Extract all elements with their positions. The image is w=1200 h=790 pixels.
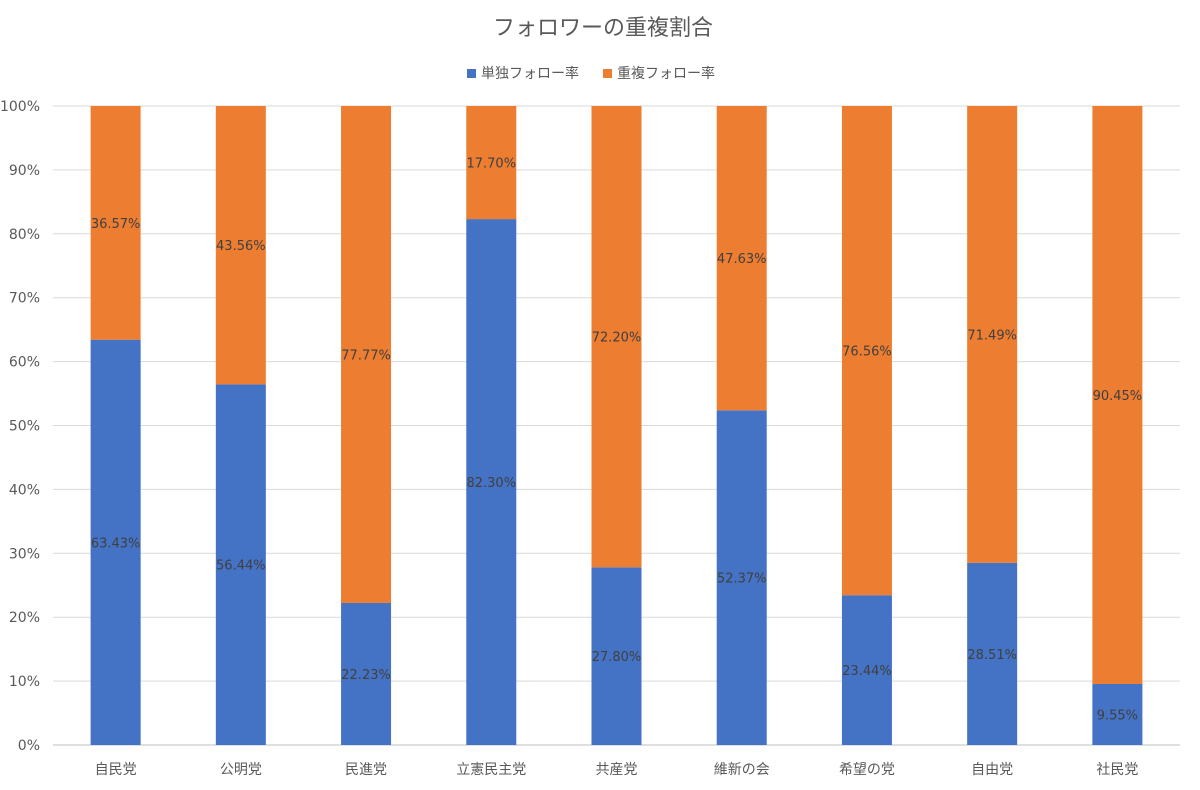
data-label: 82.30% xyxy=(466,476,516,491)
y-tick-label: 60% xyxy=(9,355,40,371)
legend: 単独フォロー率 重複フォロー率 xyxy=(467,65,715,82)
data-label: 28.51% xyxy=(967,648,1017,663)
y-tick-label: 20% xyxy=(9,610,40,626)
data-label: 27.80% xyxy=(592,650,642,665)
bar-segment-overlap[interactable] xyxy=(591,106,642,568)
x-category-label: 共産党 xyxy=(596,762,638,778)
x-axis-categories: 自民党 公明党 民進党 立憲民主党 共産党 維新の会 希望の党 自由党 社民党 xyxy=(95,761,1139,778)
data-label: 9.55% xyxy=(1097,708,1138,723)
data-labels: 63.43% 36.57% 56.44% 43.56% 22.23% 77.77% 82.3… xyxy=(91,157,1142,724)
bar-segment-single[interactable] xyxy=(967,562,1018,745)
data-label: 22.23% xyxy=(341,668,391,683)
bar-segment-single[interactable] xyxy=(341,602,392,745)
data-label: 23.44% xyxy=(842,664,892,679)
y-tick-label: 70% xyxy=(9,291,40,307)
data-label: 43.56% xyxy=(216,239,266,254)
data-label: 76.56% xyxy=(842,345,892,360)
legend-label: 単独フォロー率 xyxy=(481,65,579,82)
bar-segment-single[interactable] xyxy=(591,567,642,745)
data-label: 71.49% xyxy=(967,328,1017,343)
x-category-label: 立憲民主党 xyxy=(456,761,526,778)
y-tick-label: 50% xyxy=(9,419,40,435)
y-tick-label: 90% xyxy=(9,163,40,179)
data-label: 90.45% xyxy=(1093,389,1143,404)
bar-segment-single[interactable] xyxy=(716,410,767,745)
y-tick-label: 80% xyxy=(9,227,40,243)
x-category-label: 自民党 xyxy=(95,762,137,778)
data-label: 47.63% xyxy=(717,252,767,267)
legend-swatch xyxy=(603,69,612,78)
bar-segment-single[interactable] xyxy=(215,384,266,745)
bar-segment-overlap[interactable] xyxy=(716,106,767,411)
data-label: 77.77% xyxy=(341,348,391,363)
x-category-label: 民進党 xyxy=(345,762,387,778)
y-axis-ticks: 0% 10% 20% 30% 40% 50% 60% 70% 80% 90% 100% xyxy=(0,99,40,754)
y-tick-label: 100% xyxy=(0,99,40,115)
chart-title: フォロワーの重複割合 xyxy=(493,16,713,41)
data-label: 17.70% xyxy=(466,157,516,172)
bar-segment-overlap[interactable] xyxy=(215,106,266,385)
data-label: 72.20% xyxy=(592,331,642,346)
bar-segment-single[interactable] xyxy=(841,595,892,745)
bar-segment-single[interactable] xyxy=(466,219,517,745)
bar-segment-overlap[interactable] xyxy=(90,106,141,340)
bar-segment-overlap[interactable] xyxy=(466,106,517,220)
data-label: 63.43% xyxy=(91,536,141,551)
x-category-label: 公明党 xyxy=(220,762,262,778)
bar-segment-overlap[interactable] xyxy=(841,106,892,596)
bar-segment-overlap[interactable] xyxy=(1092,106,1143,684)
bars xyxy=(90,106,1143,745)
x-category-label: 希望の党 xyxy=(839,762,895,778)
y-tick-label: 0% xyxy=(18,738,40,754)
legend-label: 重複フォロー率 xyxy=(617,65,715,82)
y-tick-label: 10% xyxy=(9,674,40,690)
y-tick-label: 30% xyxy=(9,546,40,562)
x-category-label: 社民党 xyxy=(1096,762,1138,778)
bar-segment-single[interactable] xyxy=(90,339,141,745)
bar-segment-overlap[interactable] xyxy=(341,106,392,603)
bar-segment-overlap[interactable] xyxy=(967,106,1018,563)
data-label: 36.57% xyxy=(91,217,141,232)
x-category-label: 自由党 xyxy=(971,762,1013,778)
data-label: 56.44% xyxy=(216,559,266,574)
x-category-label: 維新の会 xyxy=(714,762,770,778)
y-tick-label: 40% xyxy=(9,482,40,498)
legend-swatch xyxy=(467,69,476,78)
bar-segment-single[interactable] xyxy=(1092,683,1143,745)
data-label: 52.37% xyxy=(717,572,767,587)
